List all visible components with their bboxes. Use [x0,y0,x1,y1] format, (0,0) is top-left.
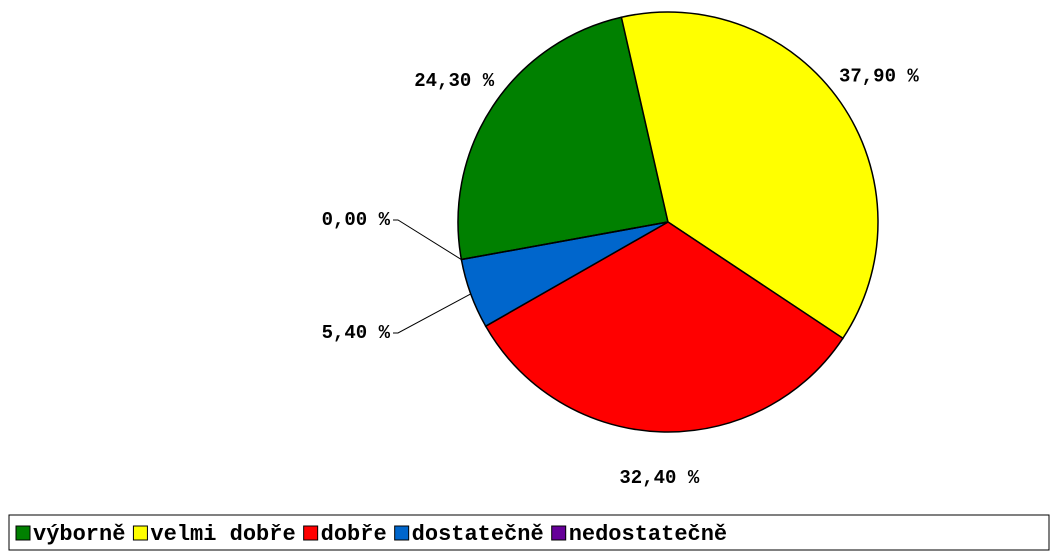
data-label: 24,30 % [414,70,494,92]
legend-label: velmi dobře [150,522,295,547]
legend-label: nedostatečně [569,522,727,547]
legend-swatch [303,525,319,541]
legend-label: dostatečně [412,522,544,547]
pie-slice [620,11,879,340]
data-label: 37,90 % [839,66,919,88]
legend-swatch [394,525,410,541]
legend-swatch [132,525,148,541]
leader-line [393,219,462,260]
pie-slice [484,221,844,433]
legend-swatch [551,525,567,541]
data-label: 5,40 % [322,322,391,344]
legend-swatch [15,525,31,541]
pie-slice [457,16,669,261]
legend-box [8,514,1050,551]
data-label: 32,40 % [619,467,699,489]
leader-line [393,293,471,334]
legend-label: výborně [33,522,125,547]
legend-label: dobře [321,522,387,547]
data-label: 0,00 % [322,209,391,231]
